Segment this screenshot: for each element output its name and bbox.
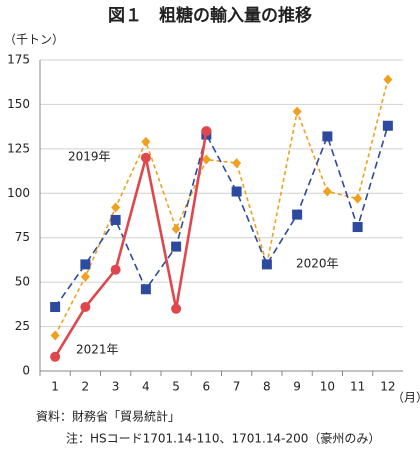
data-point — [80, 259, 91, 270]
y-tick-label: 50 — [15, 275, 30, 289]
data-point — [171, 241, 182, 252]
series-line — [54, 125, 389, 308]
x-tick-label: 9 — [293, 380, 301, 394]
data-point — [231, 186, 242, 197]
data-point — [140, 152, 151, 163]
data-point — [50, 351, 61, 362]
x-tick-label: 8 — [263, 380, 271, 394]
data-point — [111, 202, 121, 213]
x-tick-label: 1 — [51, 380, 59, 394]
y-tick-label: 150 — [7, 97, 30, 111]
y-tick-label: 175 — [7, 53, 30, 67]
footnote: 注：HSコード1701.14-110、1701.14-200（豪州のみ） — [66, 431, 380, 446]
x-tick-label: 11 — [350, 380, 365, 394]
x-tick-label: 6 — [203, 380, 211, 394]
data-point — [292, 209, 303, 220]
data-point — [261, 259, 272, 270]
series-label: 2021年 — [76, 343, 119, 357]
data-point — [383, 74, 393, 85]
x-tick-label: 3 — [112, 380, 120, 394]
x-tick-label: 5 — [172, 380, 180, 394]
series-line — [54, 130, 208, 358]
data-point — [171, 223, 181, 234]
data-point — [80, 302, 91, 313]
data-point — [201, 126, 212, 137]
data-point — [353, 193, 363, 204]
data-point — [322, 186, 332, 197]
data-point — [50, 302, 61, 313]
data-point — [292, 106, 302, 117]
x-tick-label: 2 — [82, 380, 90, 394]
data-point — [140, 284, 151, 295]
x-tick-label: 7 — [233, 380, 241, 394]
data-point — [322, 131, 333, 142]
data-point — [80, 271, 90, 282]
y-tick-label: 125 — [7, 141, 30, 155]
data-point — [232, 158, 242, 169]
y-unit: （千トン） — [4, 33, 64, 47]
x-tick-label: 10 — [320, 380, 335, 394]
series-line — [54, 79, 389, 336]
series-label: 2020年 — [296, 257, 339, 271]
source-note: 資料：財務省「貿易統計」 — [36, 409, 180, 424]
data-point — [201, 154, 211, 165]
y-tick-label: 25 — [15, 319, 30, 333]
data-point — [110, 264, 121, 275]
chart-title: 図１ 粗糖の輸入量の推移 — [108, 5, 312, 26]
series-label: 2019年 — [68, 150, 111, 164]
data-point — [382, 120, 393, 131]
x-unit: （月） — [392, 391, 420, 405]
data-point — [141, 136, 151, 147]
data-point — [50, 330, 60, 341]
data-point — [352, 222, 363, 233]
y-tick-label: 0 — [22, 364, 30, 378]
y-tick-label: 100 — [7, 186, 30, 200]
x-tick-label: 12 — [380, 380, 395, 394]
data-point — [110, 214, 121, 225]
data-point — [171, 303, 182, 314]
x-tick-label: 4 — [142, 380, 150, 394]
y-tick-label: 75 — [15, 230, 30, 244]
